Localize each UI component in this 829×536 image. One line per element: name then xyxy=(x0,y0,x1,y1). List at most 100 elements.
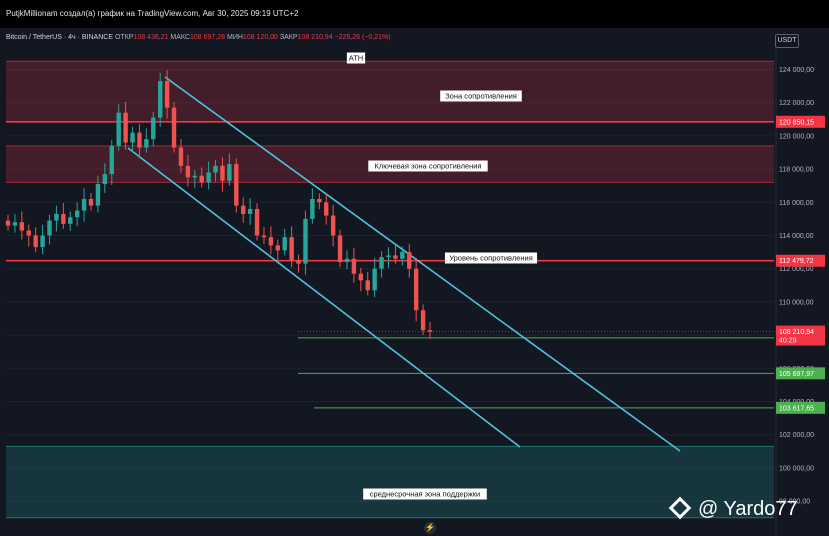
zone-label-text: Зона сопротивления xyxy=(445,92,517,101)
candle-body xyxy=(337,235,343,263)
zone-label-box xyxy=(368,160,488,172)
y-tick-label: 122 000,00 xyxy=(779,100,814,107)
candle-body xyxy=(137,132,142,148)
candle-body xyxy=(116,112,121,146)
candle-body xyxy=(102,174,108,185)
candle-body xyxy=(400,252,405,259)
annotation-text: Уровень сопротивления xyxy=(449,254,533,263)
price-axis xyxy=(776,50,829,536)
candle-body xyxy=(171,107,177,148)
current-price-text: 108 210,94 xyxy=(779,329,814,336)
zone-rect xyxy=(6,446,774,518)
channel-upper-line xyxy=(164,76,681,452)
y-tick-label: 102 000,00 xyxy=(779,432,814,439)
candle-body xyxy=(164,81,170,108)
current-price-tag xyxy=(776,325,825,346)
candle-body xyxy=(379,257,384,269)
watermark: @ Yardo77 xyxy=(668,496,798,521)
candle-body xyxy=(241,205,246,214)
candle-body xyxy=(386,255,391,258)
low-label: МИН xyxy=(226,34,243,41)
zone-label: Зона сопротивления xyxy=(440,90,522,102)
plot-background xyxy=(6,50,774,536)
low-value: 108 120,00 xyxy=(242,34,278,41)
zone-rect xyxy=(6,61,774,122)
candle-body xyxy=(144,139,149,148)
candle-body xyxy=(358,273,364,281)
price-tag-text: 103 617,65 xyxy=(779,405,814,412)
y-tick-label: 118 000,00 xyxy=(779,167,814,174)
high-value: 108 697,28 xyxy=(189,34,226,41)
current-price-countdown: 40:29 xyxy=(779,338,797,345)
candle-body xyxy=(130,132,135,143)
annotation-box xyxy=(444,252,538,264)
candle-body xyxy=(275,245,281,251)
candle-body xyxy=(109,145,114,175)
candle-body xyxy=(40,235,45,248)
candle-body xyxy=(151,117,156,140)
candle-body xyxy=(81,198,87,211)
currency-button[interactable]: USDT xyxy=(775,34,799,48)
candle-body xyxy=(199,175,204,183)
channel-lower-line xyxy=(127,147,521,448)
candle-body xyxy=(61,213,66,224)
high-label: МАКС xyxy=(170,34,190,41)
candle-body xyxy=(420,310,426,331)
zone-label-box xyxy=(363,488,487,500)
candle-body xyxy=(365,280,370,291)
candle-body xyxy=(310,198,315,219)
candle-body xyxy=(33,235,38,248)
close-label: ЗАКР xyxy=(279,34,298,41)
annotation-box xyxy=(346,52,366,64)
y-tick-label: 112 000,00 xyxy=(779,266,814,273)
candle-body xyxy=(178,147,184,166)
zone-label-box xyxy=(440,90,522,102)
publisher-bar: PutjkMillionam создал(а) график на Tradi… xyxy=(0,0,829,28)
candle-body xyxy=(19,222,25,231)
candle-body xyxy=(157,81,163,118)
candle-body xyxy=(234,164,239,206)
candle-body xyxy=(227,164,232,181)
lightning-icon[interactable]: ⚡ xyxy=(424,522,436,534)
symbol-info-bar: Bitcoin / TetherUS · 4ч · BINANCE ОТКР10… xyxy=(6,34,391,41)
price-tag-text: 112 479,72 xyxy=(779,258,814,265)
candle-body xyxy=(317,198,322,203)
price-tag xyxy=(776,367,825,380)
binance-logo-icon xyxy=(668,496,692,520)
candle-body xyxy=(296,260,301,264)
candle-body xyxy=(289,237,294,261)
candle-body xyxy=(351,258,357,274)
candle-body xyxy=(344,258,350,263)
zone-label: среднесрочная зона поддержки xyxy=(363,488,487,500)
price-tag-text: 105 697,97 xyxy=(779,371,814,378)
candle-body xyxy=(413,268,419,311)
candle-body xyxy=(12,222,18,226)
zone-label-text: среднесрочная зона поддержки xyxy=(370,490,480,499)
candle-body xyxy=(247,208,253,214)
candle-body xyxy=(123,112,128,143)
y-tick-label: 114 000,00 xyxy=(779,233,814,240)
candle-body xyxy=(330,215,336,236)
candle-body xyxy=(254,208,260,236)
open-label: ОТКР xyxy=(114,34,134,41)
candle-body xyxy=(303,218,308,264)
price-tag xyxy=(776,401,825,414)
price-tag xyxy=(776,254,825,267)
watermark-text: @ Yardo77 xyxy=(698,498,798,520)
symbol-name[interactable]: Bitcoin / TetherUS · 4ч · BINANCE xyxy=(6,34,113,41)
y-tick-label: 120 000,00 xyxy=(779,133,814,140)
candle-body xyxy=(213,165,218,173)
price-tag-text: 120 850,15 xyxy=(779,119,814,126)
candle-body xyxy=(185,165,191,178)
candle-body xyxy=(192,175,197,178)
change-value: −225,26 (−0,21%) xyxy=(334,34,391,41)
annotation-label: Уровень сопротивления xyxy=(444,252,538,264)
candle-body xyxy=(268,237,274,246)
candle-body xyxy=(5,220,11,226)
price-tag xyxy=(776,115,825,128)
candle-body xyxy=(427,330,433,332)
candle-body xyxy=(88,198,94,206)
open-value: 108 436,21 xyxy=(133,34,169,41)
candle-body xyxy=(47,220,52,236)
